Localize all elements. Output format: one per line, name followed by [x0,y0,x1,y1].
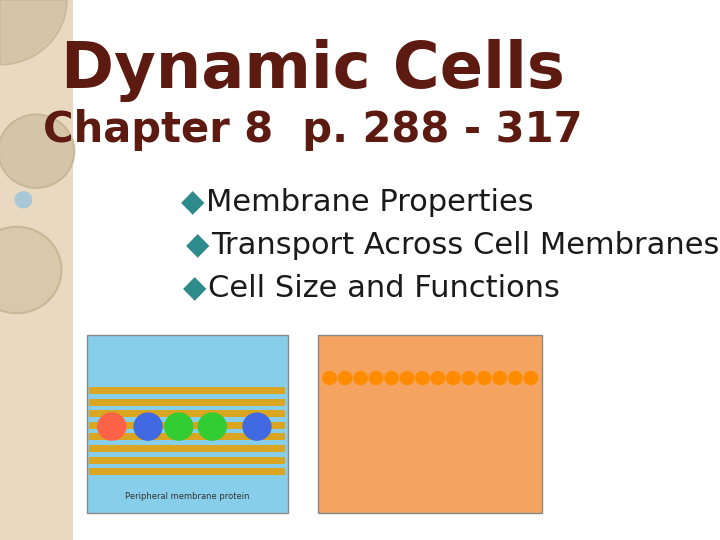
Circle shape [415,372,429,384]
Circle shape [14,191,32,208]
FancyBboxPatch shape [89,468,285,475]
Circle shape [400,372,414,384]
Circle shape [165,413,193,440]
FancyBboxPatch shape [0,0,73,540]
FancyBboxPatch shape [89,387,285,394]
Text: ◆: ◆ [181,188,204,217]
Wedge shape [0,0,67,65]
Circle shape [0,227,61,313]
Circle shape [354,372,367,384]
Circle shape [134,413,162,440]
Circle shape [477,372,491,384]
Text: Transport Across Cell Membranes: Transport Across Cell Membranes [211,231,719,260]
Circle shape [524,372,537,384]
Text: Peripheral membrane protein: Peripheral membrane protein [125,492,249,501]
Circle shape [384,372,398,384]
Text: ◆: ◆ [183,274,207,303]
Circle shape [369,372,383,384]
FancyBboxPatch shape [89,422,285,429]
Text: Cell Size and Functions: Cell Size and Functions [208,274,560,303]
Circle shape [431,372,445,384]
Circle shape [0,114,74,188]
FancyBboxPatch shape [89,434,285,441]
Circle shape [338,372,352,384]
Text: Chapter 8  p. 288 - 317: Chapter 8 p. 288 - 317 [43,109,582,151]
FancyBboxPatch shape [86,335,288,513]
FancyBboxPatch shape [89,410,285,417]
FancyBboxPatch shape [89,445,285,452]
FancyBboxPatch shape [89,457,285,464]
Circle shape [323,372,336,384]
FancyBboxPatch shape [89,399,285,406]
Circle shape [198,413,226,440]
Circle shape [493,372,507,384]
Circle shape [508,372,522,384]
Text: ◆: ◆ [186,231,210,260]
Circle shape [462,372,476,384]
Circle shape [243,413,271,440]
Circle shape [446,372,460,384]
Text: Membrane Properties: Membrane Properties [206,188,534,217]
Circle shape [98,413,126,440]
FancyBboxPatch shape [318,335,542,513]
Text: Dynamic Cells: Dynamic Cells [61,39,564,102]
